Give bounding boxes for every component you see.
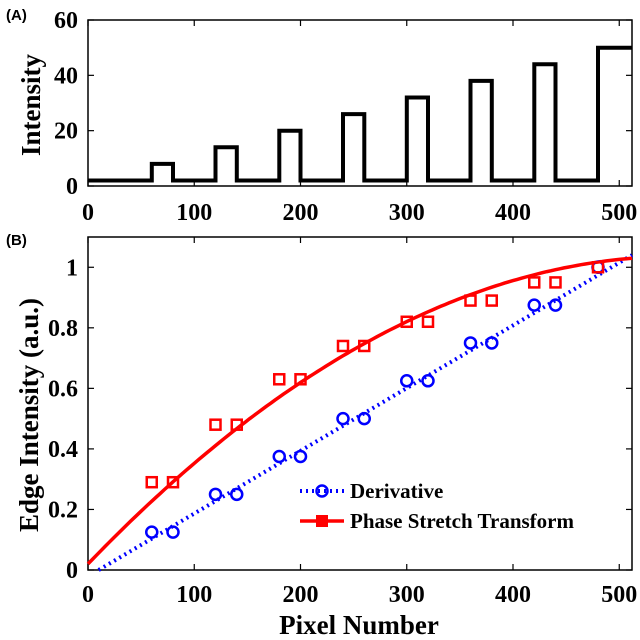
panel-b-ytick-label: 0.2 [48, 497, 78, 523]
pst-point [358, 339, 371, 353]
pst-point [336, 339, 350, 353]
panel-a-label: (A) [6, 7, 27, 24]
legend-derivative-marker [315, 484, 329, 498]
derivative-point [400, 374, 414, 388]
panel-a-ytick-label: 20 [54, 119, 78, 145]
derivative-point [527, 298, 541, 312]
panel-b-label: (B) [6, 232, 27, 249]
legend-pst-marker [316, 515, 328, 527]
panel-a-xtick-label: 500 [601, 200, 637, 226]
panel-b: (B) Edge Intensity (a.u.) Pixel Number 0… [6, 232, 637, 640]
panel-a-ylabel: Intensity [16, 53, 46, 156]
panel-b-frame [87, 236, 633, 571]
pst-point [485, 294, 498, 307]
pst-point [464, 294, 477, 307]
panel-b-xtick-label: 100 [176, 582, 212, 608]
derivative-point [336, 411, 350, 426]
pst-point [230, 418, 243, 431]
panel-a-ticks: 0 100 200 300 400 500 0 20 40 60 [54, 8, 637, 226]
pst-point [528, 276, 541, 289]
pst-point [294, 373, 307, 386]
pst-point [209, 418, 222, 431]
panel-b-ytick-label: 0.6 [48, 376, 78, 402]
panel-b-ytick-label: 0.4 [48, 437, 78, 463]
pst-point [273, 373, 286, 386]
derivative-point [485, 336, 499, 350]
derivative-point [208, 487, 223, 502]
panel-b-ytick-label: 1 [66, 255, 78, 281]
panel-b-ytick-label: 0.8 [48, 316, 78, 342]
panel-a-xtick-label: 100 [176, 200, 212, 226]
legend-derivative-label: Derivative [350, 479, 443, 503]
panel-a-ytick-label: 60 [54, 8, 78, 34]
pst-point [166, 475, 180, 489]
panel-b-xtick-label: 400 [495, 582, 531, 608]
panel-b-xtick-label: 0 [82, 582, 94, 608]
pst-point [549, 276, 562, 289]
derivative-point [293, 449, 308, 464]
derivative-point [357, 411, 371, 426]
derivative-point [421, 374, 435, 388]
derivative-point [548, 298, 563, 312]
panel-b-ylabel: Edge Intensity (a.u.) [14, 298, 44, 532]
derivative-point [463, 336, 478, 350]
panel-b-xlabel: Pixel Number [279, 610, 439, 640]
derivative-markers [145, 260, 605, 539]
intensity-profile-line [88, 45, 632, 183]
panel-a-frame [87, 19, 633, 187]
panel-a-xtick-label: 300 [389, 200, 425, 226]
derivative-point [166, 525, 180, 539]
panel-a: (A) Intensity 0 100 200 300 400 500 0 20 40 60 [6, 7, 637, 226]
pst-markers [145, 261, 605, 489]
legend-pst-label: Phase Stretch Transform [350, 509, 574, 533]
pst-point [421, 315, 435, 329]
panel-b-ticks: 0 100 200 300 400 500 0 0.2 0.4 0.6 0.8 1 [48, 237, 637, 608]
derivative-point [272, 449, 286, 464]
panel-a-xtick-label: 0 [82, 200, 94, 226]
pst-point [591, 261, 605, 274]
panel-b-xtick-label: 200 [283, 582, 319, 608]
panel-a-ytick-label: 40 [54, 63, 78, 89]
panel-a-xtick-label: 200 [283, 200, 319, 226]
panel-a-xtick-label: 400 [495, 200, 531, 226]
panel-a-ytick-label: 0 [66, 174, 78, 200]
derivative-fit-line [97, 253, 634, 572]
panel-b-xtick-label: 500 [601, 582, 637, 608]
panel-b-xtick-label: 300 [389, 582, 425, 608]
legend: Derivative Phase Stretch Transform [300, 479, 574, 533]
pst-point [145, 475, 158, 489]
derivative-point [230, 487, 244, 502]
pst-point [400, 315, 413, 329]
derivative-point [145, 525, 159, 539]
panel-b-ytick-label: 0 [66, 558, 78, 584]
